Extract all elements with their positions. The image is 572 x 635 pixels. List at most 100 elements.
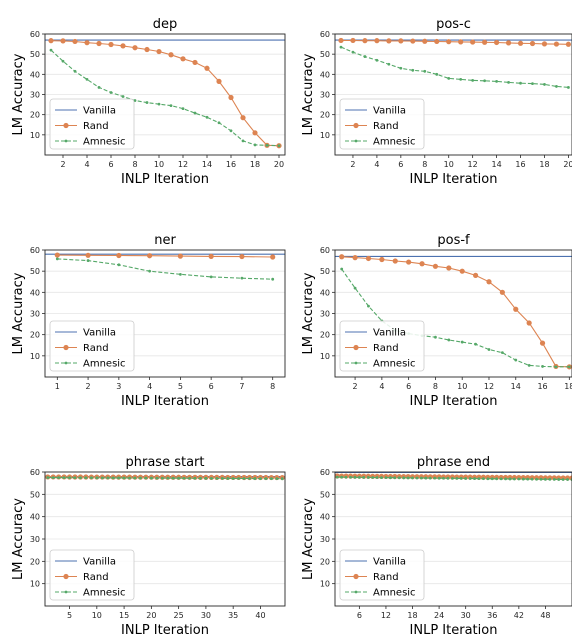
amnesic-point	[423, 69, 427, 73]
amnesic-point	[474, 342, 477, 346]
amnesic-point	[166, 476, 170, 480]
legend-box	[339, 320, 425, 372]
amnesic-point	[375, 476, 379, 479]
rand-point	[84, 40, 90, 46]
x-tick-label: 5	[178, 382, 183, 391]
x-tick-label: 10	[457, 382, 467, 391]
y-tick-label: 20	[30, 331, 40, 340]
x-tick-label: 20	[274, 160, 284, 169]
amnesic-point	[473, 477, 476, 480]
rand-point	[446, 265, 452, 271]
legend-marker-rand	[63, 122, 69, 129]
chart-title: pos-c	[436, 17, 471, 32]
series-group	[45, 474, 285, 481]
amnesic-point	[253, 477, 257, 480]
x-tick-label: 40	[255, 611, 265, 620]
rand-point	[147, 253, 153, 259]
amnesic-point	[344, 475, 348, 479]
y-tick-label: 60	[30, 30, 40, 39]
amnesic-point	[217, 121, 221, 125]
y-tick-label: 30	[320, 310, 330, 319]
chart-title: ner	[154, 233, 176, 248]
legend-label-amnesic: Amnesic	[83, 588, 126, 599]
legend-marker-rand	[63, 344, 69, 351]
amnesic-point	[495, 79, 498, 83]
axes-frame	[334, 249, 572, 378]
x-tick-label: 8	[422, 160, 427, 169]
y-tick-label: 30	[320, 535, 330, 544]
rand-point	[252, 130, 258, 136]
rand-point	[192, 59, 198, 66]
amnesic-point	[442, 476, 445, 480]
amnesic-point	[567, 86, 570, 89]
chart-title: phrase end	[417, 455, 490, 470]
amnesic-point	[231, 477, 235, 480]
x-tick-label: 10	[154, 160, 164, 169]
amnesic-point	[57, 476, 61, 480]
amnesic-point	[248, 477, 251, 480]
amnesic-point	[527, 363, 531, 367]
rand-point	[54, 252, 60, 258]
legend-marker-rand	[353, 344, 359, 351]
y-axis-label: LM Accuracy	[11, 272, 26, 354]
legend-label-amnesic: Amnesic	[83, 359, 126, 370]
amnesic-point	[340, 475, 344, 479]
rand-point	[434, 38, 440, 45]
x-tick-label: 20	[563, 160, 572, 169]
amnesic-point	[111, 476, 115, 480]
amnesic-point	[68, 476, 71, 480]
amnesic-point	[265, 143, 269, 147]
x-tick-label: 30	[461, 611, 471, 620]
y-axis-label: LM Accuracy	[301, 272, 316, 354]
amnesic-point	[237, 477, 241, 480]
amnesic-point	[468, 477, 472, 480]
rand-point	[216, 78, 222, 84]
amnesic-point	[548, 477, 552, 481]
y-tick-label: 40	[30, 288, 40, 297]
amnesic-point	[530, 477, 534, 481]
amnesic-point	[79, 476, 82, 480]
series-line-amnesic	[57, 258, 273, 280]
y-tick-label: 50	[320, 267, 330, 276]
amnesic-point	[363, 55, 367, 58]
amnesic-point	[46, 476, 50, 479]
legend-marker-rand	[353, 122, 359, 129]
amnesic-point	[544, 477, 547, 481]
amnesic-point	[521, 477, 525, 481]
x-tick-label: 3	[116, 382, 121, 391]
legend-label-vanilla: Vanilla	[83, 557, 116, 568]
amnesic-point	[240, 276, 244, 280]
rand-point	[432, 263, 439, 269]
amnesic-point	[411, 68, 415, 72]
y-tick-label: 30	[30, 91, 40, 100]
legend-marker-amnesic	[64, 139, 68, 143]
rand-point	[493, 39, 500, 46]
rand-point	[132, 45, 138, 51]
amnesic-point	[177, 476, 181, 480]
amnesic-point	[205, 115, 209, 119]
series-group	[335, 472, 572, 481]
amnesic-point	[388, 476, 392, 480]
rand-point	[486, 279, 492, 285]
x-tick-label: 4	[84, 160, 89, 169]
x-tick-label: 18	[407, 611, 417, 620]
x-tick-label: 16	[537, 382, 547, 391]
amnesic-point	[557, 478, 561, 481]
chart-panel-4: 10 20 30 40 50 60 5 10 15 20 25 30 35 40 phrase start I…	[11, 455, 286, 635]
legend-marker-amnesic	[64, 361, 68, 365]
amnesic-point	[424, 476, 428, 480]
amnesic-point	[61, 59, 65, 63]
amnesic-point	[157, 102, 161, 106]
rand-point	[472, 272, 479, 278]
amnesic-point	[380, 476, 383, 480]
rand-point	[529, 40, 536, 47]
rand-point	[505, 40, 512, 46]
axes-frame	[334, 33, 572, 156]
x-tick-label: 16	[226, 160, 236, 169]
rand-point	[470, 39, 476, 45]
y-tick-label: 20	[320, 331, 330, 340]
rand-point	[204, 65, 210, 71]
amnesic-point	[121, 95, 125, 98]
chart-title: dep	[153, 17, 178, 32]
amnesic-point	[277, 144, 281, 148]
